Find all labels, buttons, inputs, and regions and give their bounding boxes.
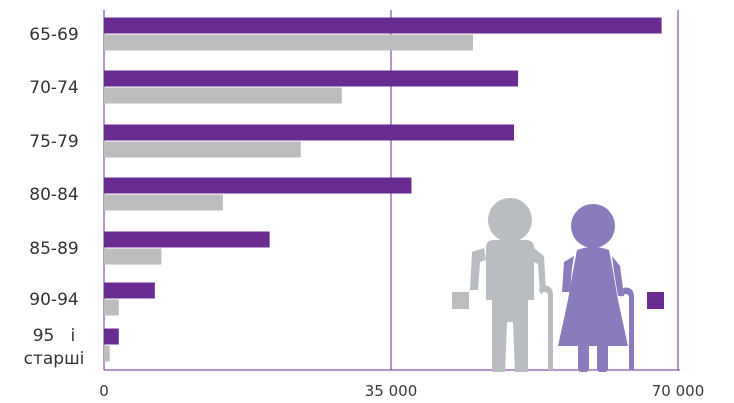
x-tick-label: 70 000	[652, 382, 705, 400]
bar-purple	[104, 124, 514, 141]
x-tick-label: 35 000	[365, 382, 418, 400]
category-label: 70-74	[29, 78, 78, 98]
bar-purple	[104, 282, 155, 299]
elderly-woman-with-cane-icon	[558, 204, 634, 372]
bar-grey	[104, 345, 110, 362]
bar-grey	[104, 248, 162, 265]
category-label: 80-84	[29, 185, 78, 205]
elderly-man-with-cane-icon	[470, 198, 553, 372]
bars	[104, 17, 662, 362]
x-tick-label: 0	[99, 382, 109, 400]
x-axis-ticks: 0 35 000 70 000	[99, 382, 704, 400]
category-label: 95 і старші	[24, 326, 85, 369]
category-label: 65-69	[29, 25, 78, 45]
bar-purple	[104, 70, 519, 87]
bar-purple	[104, 328, 119, 345]
bar-grey	[104, 141, 301, 158]
category-label: 85-89	[29, 239, 78, 259]
bar-grey	[104, 87, 342, 104]
bar-purple	[104, 177, 412, 194]
bar-purple	[104, 231, 270, 248]
bar-grey	[104, 194, 223, 211]
category-label: 90-94	[29, 290, 78, 310]
legend-swatch-grey	[452, 292, 469, 309]
category-labels: 65-69 70-74 75-79 80-84 85-89 90-94 95 і старші	[24, 25, 85, 369]
category-label: 75-79	[29, 132, 78, 152]
bar-grey	[104, 299, 119, 316]
bar-purple	[104, 17, 662, 34]
bar-grey	[104, 34, 473, 51]
legend-swatch-purple	[647, 292, 664, 309]
